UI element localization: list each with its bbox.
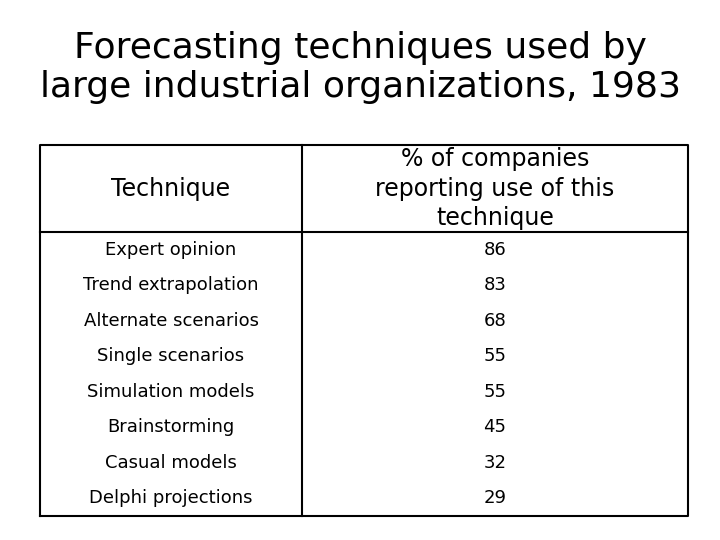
Text: Forecasting techniques used by
large industrial organizations, 1983: Forecasting techniques used by large ind… bbox=[40, 31, 680, 104]
Text: Alternate scenarios: Alternate scenarios bbox=[84, 312, 258, 330]
Text: 55: 55 bbox=[484, 347, 506, 365]
Text: 68: 68 bbox=[484, 312, 506, 330]
Text: 55: 55 bbox=[484, 383, 506, 401]
Text: 83: 83 bbox=[484, 276, 506, 294]
Text: Trend extrapolation: Trend extrapolation bbox=[84, 276, 258, 294]
Text: Expert opinion: Expert opinion bbox=[105, 241, 237, 259]
Text: Brainstorming: Brainstorming bbox=[107, 418, 235, 436]
Text: 86: 86 bbox=[484, 241, 506, 259]
Text: 29: 29 bbox=[484, 489, 506, 507]
Text: Delphi projections: Delphi projections bbox=[89, 489, 253, 507]
Text: Single scenarios: Single scenarios bbox=[97, 347, 245, 365]
Text: 45: 45 bbox=[484, 418, 506, 436]
Text: Casual models: Casual models bbox=[105, 454, 237, 471]
Text: % of companies
reporting use of this
technique: % of companies reporting use of this tec… bbox=[375, 147, 615, 231]
Text: 32: 32 bbox=[484, 454, 506, 471]
Text: Simulation models: Simulation models bbox=[87, 383, 255, 401]
Text: Technique: Technique bbox=[112, 177, 230, 201]
